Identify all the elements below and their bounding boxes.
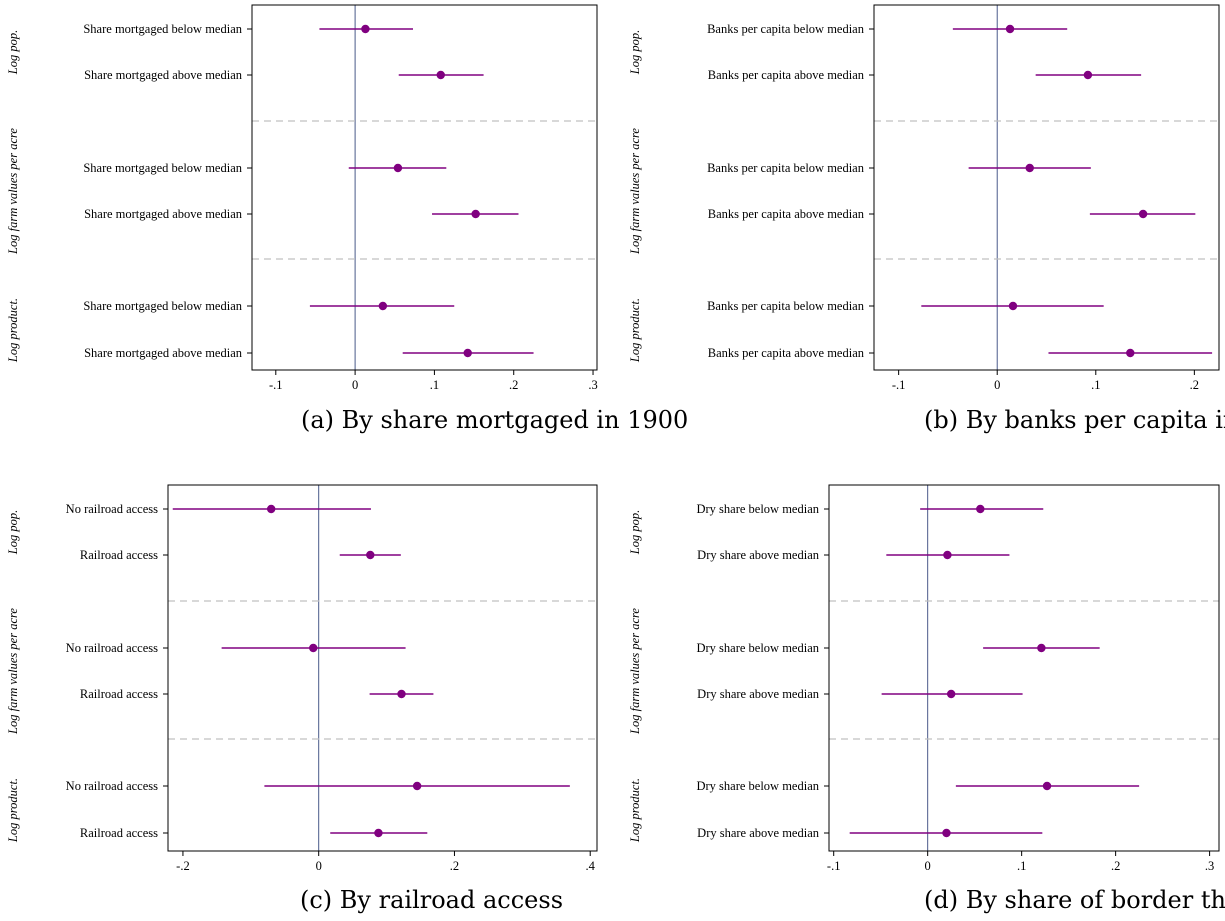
x-tick-label: 0 (352, 378, 358, 392)
row-label: Dry share above median (697, 548, 820, 562)
point-estimate (942, 828, 951, 838)
point-estimate (378, 301, 388, 311)
group-label: Log pop. (6, 30, 20, 75)
point-estimate (266, 504, 276, 514)
point-estimate (1025, 163, 1034, 173)
point-estimate (393, 163, 403, 173)
point-estimate (1126, 348, 1135, 358)
group-label: Log farm values per acre (628, 608, 642, 735)
x-tick-label: .4 (586, 859, 596, 873)
row-label: Banks per capita above median (708, 68, 865, 82)
point-estimate (397, 689, 406, 699)
group-label: Log farm values per acre (6, 608, 20, 735)
panel-caption: (c) By railroad access (300, 886, 563, 914)
row-label: Dry share below median (696, 502, 819, 516)
group-label: Log farm values per acre (628, 128, 642, 255)
row-label: Dry share below median (696, 779, 819, 793)
panel-c: No railroad access Railroad access No rail… (6, 484, 598, 914)
row-label: Dry share above median (697, 687, 820, 701)
plot-frame (828, 484, 1220, 852)
point-estimate (1042, 781, 1052, 791)
plot-frame (251, 4, 598, 371)
point-estimate (471, 209, 480, 219)
x-tick-label: .2 (450, 859, 459, 873)
row-label: No railroad access (66, 502, 158, 516)
point-estimate (1083, 70, 1093, 80)
panel-a: Share mortgaged below median Share mortga… (6, 4, 688, 434)
row-label: Share mortgaged below median (83, 299, 242, 313)
group-label: Log product. (628, 778, 642, 843)
row-label: Banks per capita above median (708, 346, 865, 360)
point-estimate (1005, 24, 1015, 34)
row-label: Share mortgaged above median (84, 346, 243, 360)
point-estimate (374, 828, 383, 838)
x-tick-label: .2 (1111, 859, 1120, 873)
x-tick-label: .1 (1091, 378, 1100, 392)
panel-caption: (d) By share of border that is dry (924, 886, 1225, 914)
row-label: Share mortgaged below median (83, 161, 242, 175)
row-label: Railroad access (80, 826, 158, 840)
point-estimate (946, 689, 956, 699)
point-estimate (436, 70, 445, 80)
panel-b: Banks per capita below median Banks per c… (628, 4, 1225, 434)
group-label: Log farm values per acre (6, 128, 20, 255)
point-estimate (366, 550, 375, 560)
row-label: Dry share above median (697, 826, 820, 840)
row-label: Share mortgaged above median (84, 207, 243, 221)
x-tick-label: .1 (1017, 859, 1026, 873)
group-label: Log product. (6, 298, 20, 363)
point-estimate (309, 643, 318, 653)
row-label: Banks per capita below median (707, 22, 865, 36)
panel-caption: (a) By share mortgaged in 1900 (301, 406, 688, 434)
x-tick-label: .1 (430, 378, 439, 392)
point-estimate (412, 781, 422, 791)
row-label: Railroad access (80, 687, 158, 701)
x-tick-label: .2 (1190, 378, 1199, 392)
x-tick-label: .3 (1205, 859, 1214, 873)
panel-d: Dry share below median Dry share above me… (628, 484, 1225, 914)
row-label: Dry share below median (696, 641, 819, 655)
point-estimate (976, 504, 985, 514)
row-label: Share mortgaged below median (83, 22, 242, 36)
x-tick-label: 0 (316, 859, 322, 873)
group-label: Log product. (628, 298, 642, 363)
point-estimate (1008, 301, 1018, 311)
point-estimate (1037, 643, 1046, 653)
row-label: Banks per capita below median (707, 161, 865, 175)
x-tick-label: 0 (994, 378, 1000, 392)
panel-caption: (b) By banks per capita in 1900 (924, 406, 1225, 434)
x-tick-label: .2 (509, 378, 518, 392)
point-estimate (1138, 209, 1148, 219)
row-label: Banks per capita above median (708, 207, 865, 221)
x-tick-label: -.1 (827, 859, 841, 873)
group-label: Log pop. (628, 30, 642, 75)
x-tick-label: 0 (925, 859, 931, 873)
x-tick-label: .3 (588, 378, 597, 392)
row-label: No railroad access (66, 641, 158, 655)
row-label: Railroad access (80, 548, 158, 562)
x-tick-label: -.1 (892, 378, 906, 392)
plot-frame (873, 4, 1220, 371)
plot-frame (167, 484, 598, 852)
group-label: Log pop. (628, 510, 642, 555)
row-label: No railroad access (66, 779, 158, 793)
point-estimate (361, 24, 370, 34)
row-label: Share mortgaged above median (84, 68, 243, 82)
x-tick-label: -.2 (176, 859, 190, 873)
group-label: Log pop. (6, 510, 20, 555)
point-estimate (463, 348, 472, 358)
x-tick-label: -.1 (269, 378, 283, 392)
row-label: Banks per capita below median (707, 299, 865, 313)
group-label: Log product. (6, 778, 20, 843)
point-estimate (943, 550, 952, 560)
